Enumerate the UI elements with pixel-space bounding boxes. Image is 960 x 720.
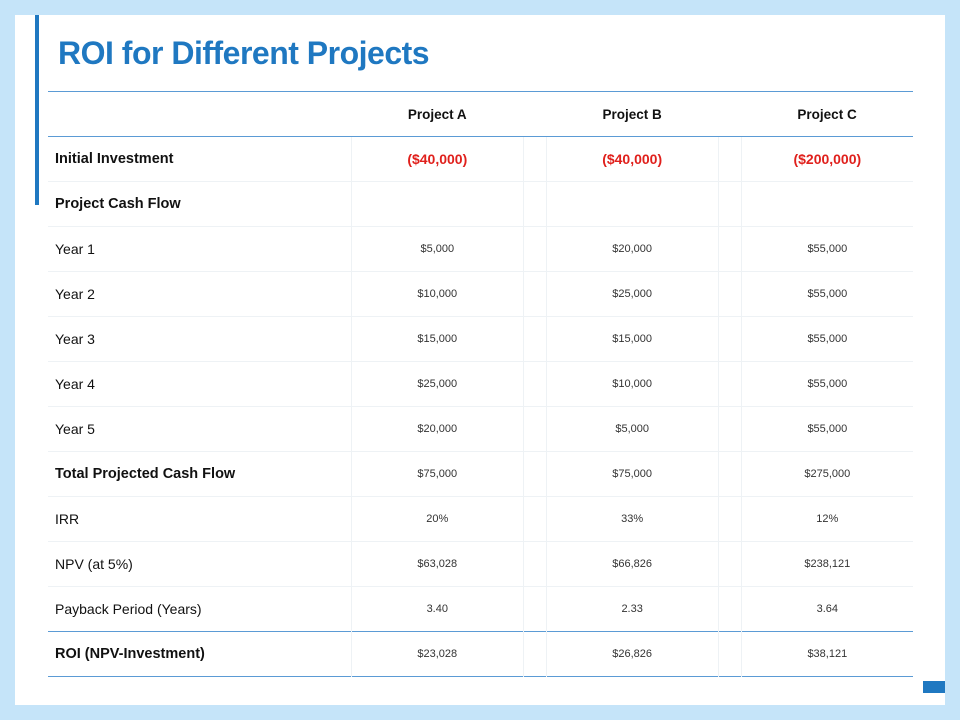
- row-label: NPV (at 5%): [55, 556, 133, 572]
- roi-table: Project A Project B Project C Initial In…: [48, 91, 913, 677]
- cell-value: 3.64: [740, 586, 913, 632]
- cell-value: $55,000: [740, 406, 913, 452]
- table-row: Year 2 $10,000 $25,000 $55,000: [48, 271, 913, 317]
- row-label: Total Projected Cash Flow: [55, 466, 236, 482]
- cell-gap: [522, 226, 547, 272]
- header-gap: [523, 91, 547, 137]
- cell-gap: [522, 586, 547, 632]
- row-label: Project Cash Flow: [55, 196, 181, 212]
- table-row: Payback Period (Years) 3.40 2.33 3.64: [48, 586, 913, 632]
- cell-gap: [717, 316, 742, 362]
- page-title: ROI for Different Projects: [58, 35, 430, 71]
- cell-value: $20,000: [350, 406, 524, 452]
- cell-value: $10,000: [545, 361, 719, 407]
- table-row: Year 4 $25,000 $10,000 $55,000: [48, 361, 913, 407]
- cell-value: [740, 181, 913, 227]
- cell-gap: [717, 541, 742, 587]
- cell-gap: [717, 226, 742, 272]
- cell-value: $5,000: [350, 226, 524, 272]
- cell-gap: [522, 136, 547, 182]
- cell-gap: [717, 406, 742, 452]
- slide: ROI for Different Projects Project A Pro…: [15, 15, 945, 705]
- header-project-c: Project C: [741, 91, 913, 137]
- header-project-b: Project B: [546, 91, 719, 137]
- cell-gap: [717, 271, 742, 317]
- cell-gap: [522, 496, 547, 542]
- cell-value: $20,000: [545, 226, 719, 272]
- cell-value: [545, 181, 719, 227]
- table-row: Year 5 $20,000 $5,000 $55,000: [48, 406, 913, 452]
- table-row: Year 3 $15,000 $15,000 $55,000: [48, 316, 913, 362]
- header-gap: [718, 91, 742, 137]
- cell-value: $55,000: [740, 271, 913, 317]
- cell-gap: [522, 316, 547, 362]
- cell-gap: [717, 181, 742, 227]
- cell-value: $55,000: [740, 316, 913, 362]
- cell-value: $15,000: [545, 316, 719, 362]
- table-row: Year 1 $5,000 $20,000 $55,000: [48, 226, 913, 272]
- cell-value: [350, 181, 524, 227]
- table-header-row: Project A Project B Project C: [48, 91, 913, 137]
- cell-value: ($40,000): [545, 136, 719, 182]
- cell-value: $55,000: [740, 226, 913, 272]
- cell-value: $10,000: [350, 271, 524, 317]
- cell-value: $38,121: [740, 631, 913, 677]
- row-label: ROI (NPV-Investment): [55, 646, 205, 662]
- row-label: Year 4: [55, 376, 95, 392]
- row-label: Year 2: [55, 286, 95, 302]
- cell-gap: [522, 361, 547, 407]
- row-label: Payback Period (Years): [55, 601, 202, 617]
- cell-value: $23,028: [350, 631, 524, 677]
- header-empty: [48, 91, 352, 137]
- cell-gap: [522, 271, 547, 317]
- cell-value: $75,000: [350, 451, 524, 497]
- cell-value: ($40,000): [350, 136, 524, 182]
- cell-gap: [717, 136, 742, 182]
- cell-value: $275,000: [740, 451, 913, 497]
- cell-value: $63,028: [350, 541, 524, 587]
- header-project-a: Project A: [351, 91, 524, 137]
- cell-gap: [717, 361, 742, 407]
- row-label: IRR: [55, 511, 80, 527]
- table-row: NPV (at 5%) $63,028 $66,826 $238,121: [48, 541, 913, 587]
- cell-value: $66,826: [545, 541, 719, 587]
- cell-gap: [522, 541, 547, 587]
- cell-value: $26,826: [545, 631, 719, 677]
- cell-gap: [717, 586, 742, 632]
- cell-gap: [717, 496, 742, 542]
- cell-value: ($200,000): [740, 136, 913, 182]
- table-row: Project Cash Flow: [48, 181, 913, 227]
- cell-value: 12%: [740, 496, 913, 542]
- row-label: Initial Investment: [55, 151, 174, 167]
- row-label: Year 3: [55, 331, 95, 347]
- table-row: Total Projected Cash Flow $75,000 $75,00…: [48, 451, 913, 497]
- cell-value: 20%: [350, 496, 524, 542]
- cell-gap: [522, 631, 547, 677]
- cell-value: $5,000: [545, 406, 719, 452]
- cell-value: 33%: [545, 496, 719, 542]
- accent-bar: [35, 15, 39, 205]
- cell-value: 3.40: [350, 586, 524, 632]
- cell-gap: [522, 406, 547, 452]
- row-label: Year 5: [55, 421, 95, 437]
- table-row: IRR 20% 33% 12%: [48, 496, 913, 542]
- cell-value: 2.33: [545, 586, 719, 632]
- table-row: Initial Investment ($40,000) ($40,000) (…: [48, 136, 913, 182]
- cell-gap: [522, 181, 547, 227]
- cell-value: $238,121: [740, 541, 913, 587]
- cell-gap: [717, 631, 742, 677]
- corner-accent: [923, 681, 945, 693]
- cell-gap: [522, 451, 547, 497]
- row-label: Year 1: [55, 241, 95, 257]
- cell-value: $25,000: [545, 271, 719, 317]
- cell-gap: [717, 451, 742, 497]
- cell-value: $25,000: [350, 361, 524, 407]
- cell-value: $15,000: [350, 316, 524, 362]
- cell-value: $75,000: [545, 451, 719, 497]
- table-row: ROI (NPV-Investment) $23,028 $26,826 $38…: [48, 631, 913, 677]
- cell-value: $55,000: [740, 361, 913, 407]
